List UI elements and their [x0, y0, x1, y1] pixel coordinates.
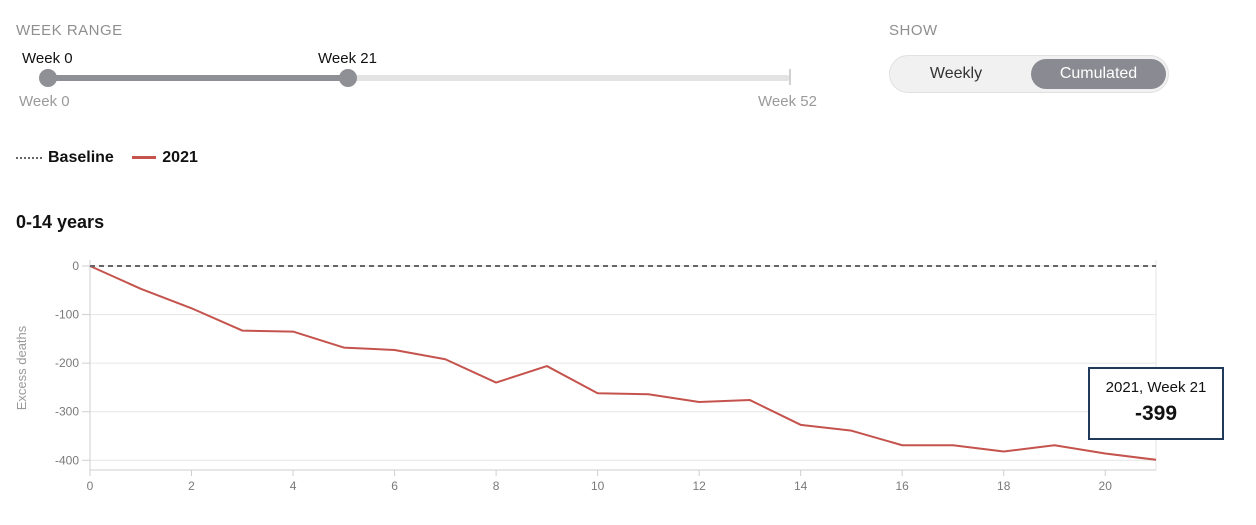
x-tick-label: 14	[794, 479, 808, 493]
data-point[interactable]	[1152, 456, 1160, 464]
y-axis-label: Excess deaths	[14, 325, 29, 410]
chart-tooltip: 2021, Week 21 -399	[1088, 367, 1224, 440]
legend-label-baseline: Baseline	[48, 149, 114, 166]
range-min-label: Week 0	[19, 93, 70, 110]
data-point[interactable]	[340, 344, 348, 352]
cumulated-toggle-button[interactable]: Cumulated	[1031, 59, 1166, 89]
data-point[interactable]	[847, 427, 855, 435]
range-slider-end-tick	[789, 69, 791, 85]
data-point[interactable]	[391, 346, 399, 354]
range-from-value: Week 0	[22, 50, 73, 67]
baseline-swatch	[16, 156, 42, 159]
x-tick-label: 12	[692, 479, 706, 493]
chart-title: 0-14 years	[16, 212, 105, 232]
series-line-2021[interactable]	[89, 265, 1157, 461]
weekly-toggle-button[interactable]: Weekly	[929, 65, 983, 82]
data-point[interactable]	[1050, 441, 1058, 449]
data-point[interactable]	[594, 389, 602, 397]
data-point[interactable]	[644, 390, 652, 398]
x-tick-label: 18	[997, 479, 1011, 493]
y-tick-label: 0	[72, 259, 79, 273]
range-slider-to-handle[interactable]	[339, 69, 357, 87]
range-slider-from-handle[interactable]	[39, 69, 57, 87]
line-chart: 0 -100 -200 -300 -400 0 2 4 6 8 10 12 14 16 18 20 Excess…	[14, 259, 1160, 493]
data-point[interactable]	[746, 396, 754, 404]
data-point[interactable]	[188, 304, 196, 312]
x-tick-label: 8	[493, 479, 500, 493]
data-point[interactable]	[441, 355, 449, 363]
data-point[interactable]	[238, 327, 246, 335]
data-point[interactable]	[1101, 449, 1109, 457]
chart-legend: Baseline 2021	[16, 149, 212, 167]
y-tick-label: -100	[55, 308, 79, 322]
data-point[interactable]	[695, 398, 703, 406]
range-slider-fill	[48, 75, 348, 81]
y-tick-label: -200	[55, 356, 79, 370]
y-tick-label: -300	[55, 405, 79, 419]
data-point[interactable]	[137, 285, 145, 293]
show-toggle: Weekly Cumulated	[889, 55, 1169, 93]
x-tick-label: 10	[591, 479, 605, 493]
x-tick-label: 16	[896, 479, 910, 493]
range-max-label: Week 52	[758, 93, 817, 110]
week-range-label: WEEK RANGE	[16, 22, 123, 39]
data-point[interactable]	[949, 441, 957, 449]
data-point[interactable]	[543, 362, 551, 370]
range-to-value: Week 21	[318, 50, 377, 67]
data-point[interactable]	[492, 379, 500, 387]
tooltip-title: 2021, Week 21	[1105, 379, 1207, 396]
x-tick-label: 20	[1099, 479, 1113, 493]
legend-item-baseline[interactable]: Baseline	[16, 149, 114, 167]
data-point[interactable]	[289, 328, 297, 336]
x-tick-label: 0	[87, 479, 94, 493]
legend-item-2021[interactable]: 2021	[132, 149, 198, 167]
x-tick-label: 6	[391, 479, 398, 493]
series-swatch	[132, 156, 157, 160]
tooltip-value: -399	[1134, 402, 1178, 425]
show-label: SHOW	[889, 22, 938, 39]
range-slider-track[interactable]	[48, 75, 790, 81]
legend-label-2021: 2021	[162, 149, 198, 166]
y-tick-label: -400	[55, 453, 79, 467]
x-tick-label: 4	[290, 479, 297, 493]
data-point[interactable]	[797, 421, 805, 429]
data-point[interactable]	[1000, 448, 1008, 456]
data-point[interactable]	[898, 441, 906, 449]
x-tick-label: 2	[188, 479, 195, 493]
